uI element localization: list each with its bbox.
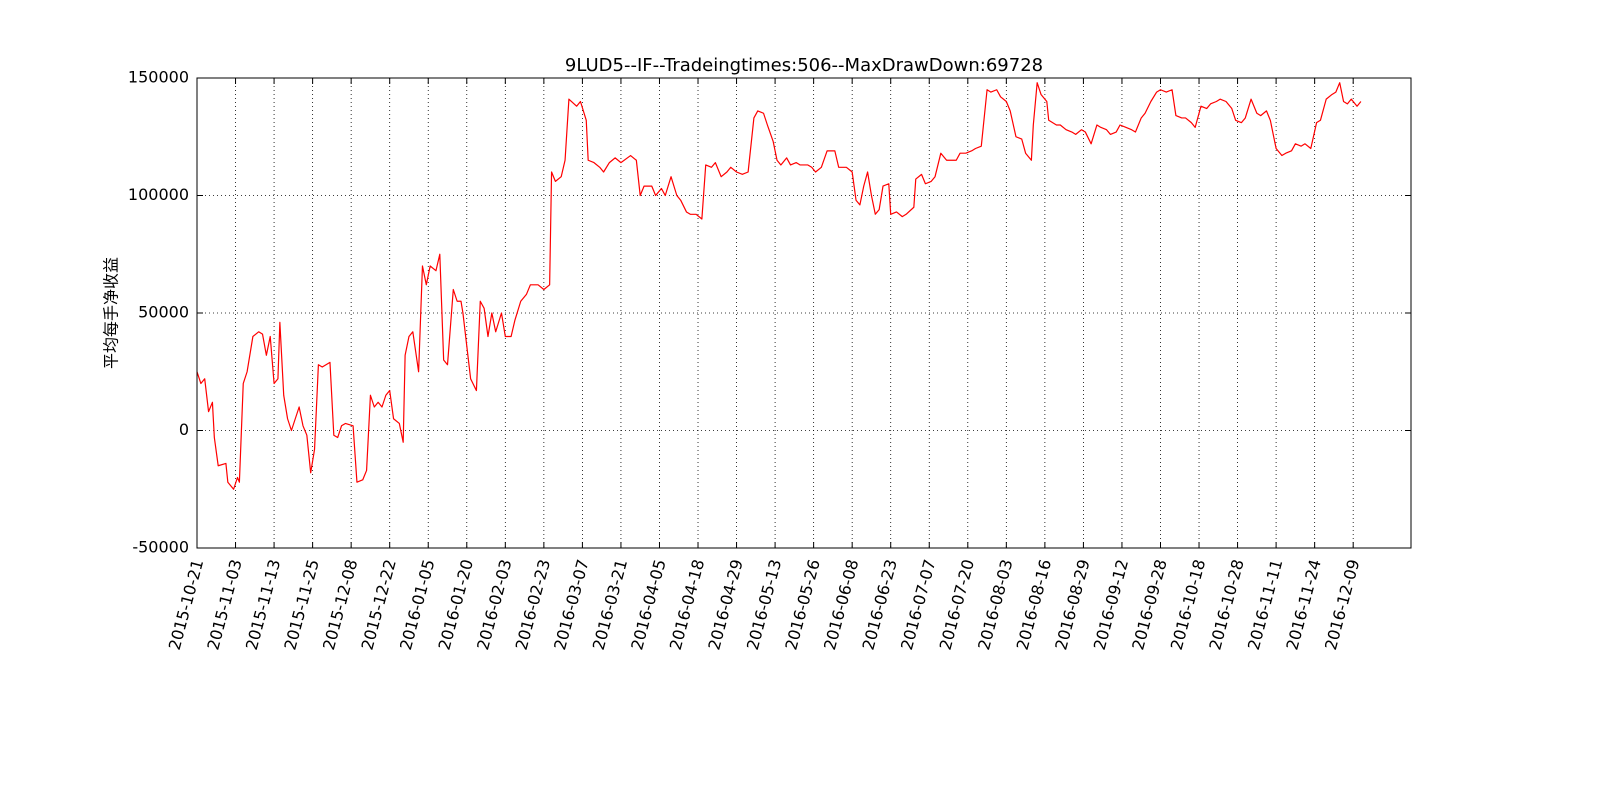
line-series [196,82,1362,490]
y-tick-label: -50000 [132,538,189,557]
y-axis-label: 平均每手净收益 [102,257,121,369]
chart-title: 9LUD5--IF--Tradeingtimes:506--MaxDrawDow… [565,55,1043,76]
y-tick-label: 0 [179,420,189,439]
y-tick-label: 50000 [138,303,189,322]
y-tick-label: 100000 [128,185,189,204]
y-tick-label: 150000 [128,68,189,87]
plot-frame [196,77,1412,549]
